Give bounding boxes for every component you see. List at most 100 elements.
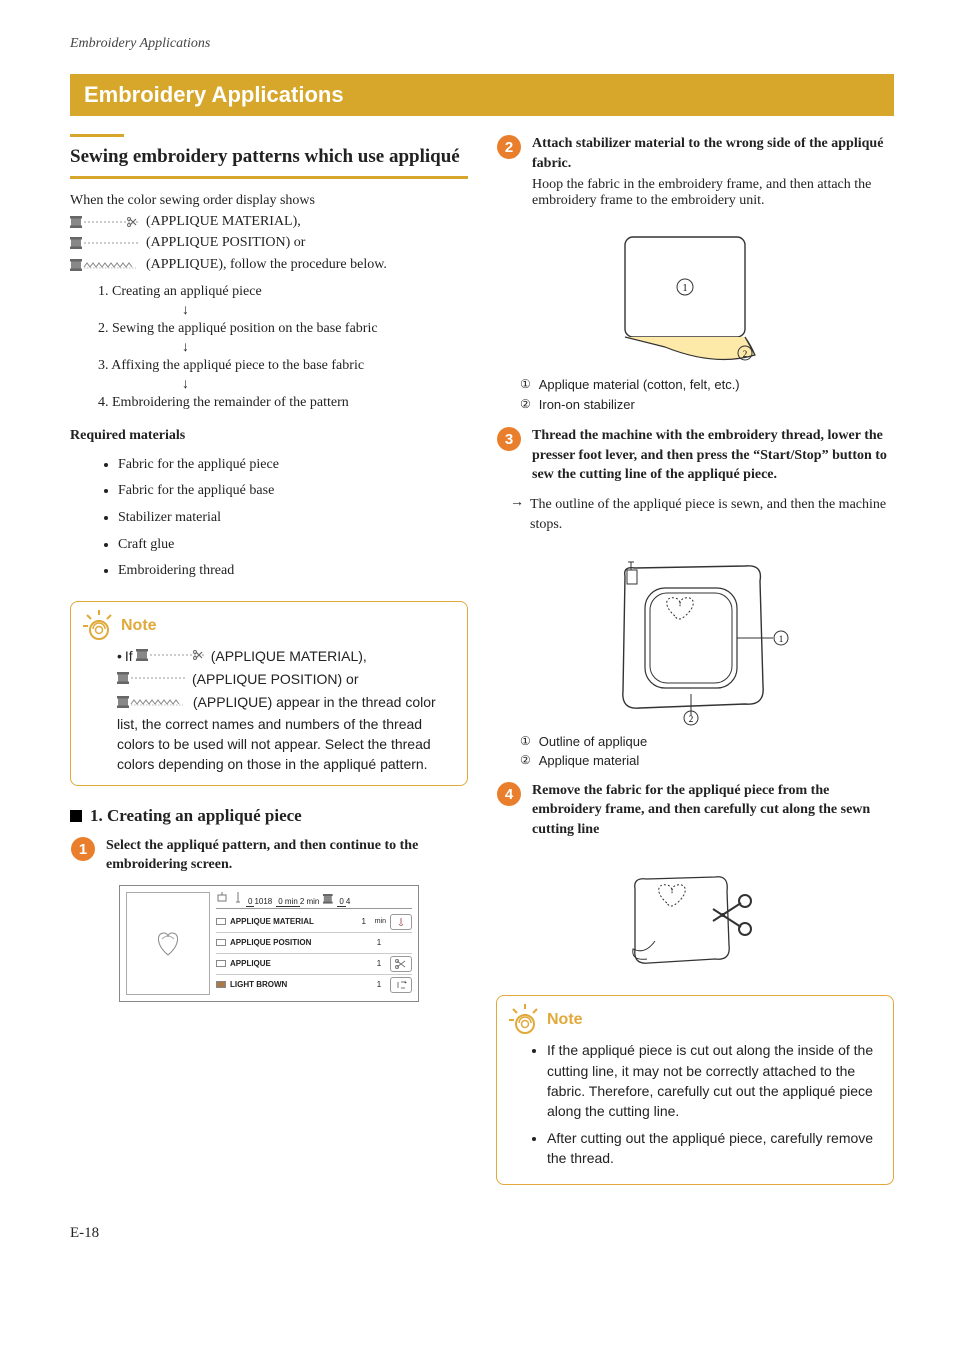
svg-text:1: 1 [683, 283, 688, 294]
thread-row: APPLIQUE MATERIAL 1 min [216, 912, 412, 933]
spool-dashed-scissor-icon [70, 216, 142, 228]
figure-legend: ① Outline of applique ② Applique material [520, 732, 894, 771]
line-applique-material: (APPLIQUE MATERIAL), [70, 212, 468, 232]
step-4-row: 4 Remove the fabric for the appliqué pie… [496, 781, 894, 840]
legend-num: ② [520, 395, 531, 415]
svg-text:2: 2 [743, 349, 748, 359]
status-bar: 01018 0 min2 min 04 [216, 892, 412, 909]
result-arrow-icon: → [510, 495, 524, 536]
thread-panel: 01018 0 min2 min 04 APPLIQUE MATERIAL 1 … [216, 892, 412, 995]
legend-text: Outline of applique [539, 732, 647, 752]
svg-text:3: 3 [505, 431, 513, 448]
thread-row: APPLIQUE 1 [216, 954, 412, 975]
square-bullet-icon [70, 810, 82, 822]
col-tot: 4 [346, 897, 350, 906]
spool-dashed-scissor-icon [136, 646, 208, 666]
bullet-dot: • [117, 646, 122, 666]
procedure-list: 1. Creating an appliqué piece ↓ 2. Sewin… [98, 281, 468, 414]
note-bulb-icon [83, 610, 115, 642]
note-box-2: Note If the appliqué piece is cut out al… [496, 995, 894, 1185]
materials-list: Fabric for the appliqué piece Fabric for… [118, 452, 468, 585]
proc-step-4: 4. Embroidering the remainder of the pat… [98, 392, 468, 414]
spool-small-icon [323, 894, 333, 906]
step-2-text: Attach stabilizer material to the wrong … [532, 134, 894, 173]
line-applique: (APPLIQUE), follow the procedure below. [70, 255, 468, 275]
note-box-1: Note • If (APPLIQUE MATERIAL), (APPLIQUE… [70, 601, 468, 786]
thread-name: APPLIQUE POSITION [230, 939, 368, 947]
right-column: 2 Attach stabilizer material to the wron… [496, 134, 894, 1185]
swatch-icon [216, 960, 226, 967]
embroidery-screen: 01018 0 min2 min 04 APPLIQUE MATERIAL 1 … [119, 885, 419, 1002]
note-label: Note [121, 617, 157, 635]
swatch-icon [216, 918, 226, 925]
step-badge-1-icon: 1 [70, 836, 96, 862]
col-cur: 0 [337, 897, 345, 907]
down-arrow-icon: ↓ [98, 377, 468, 392]
step-badge-2-icon: 2 [496, 134, 522, 160]
thread-row: APPLIQUE POSITION 1 [216, 933, 412, 954]
text: (APPLIQUE MATERIAL), [146, 212, 301, 232]
text: If [125, 646, 133, 666]
thread-name: LIGHT BROWN [230, 981, 368, 989]
svg-text:+: + [404, 980, 407, 986]
hoop-outline-figure: 1 2 [496, 546, 894, 726]
step-1-row: 1 Select the appliqué pattern, and then … [70, 836, 468, 875]
section-title-block: Sewing embroidery patterns which use app… [70, 134, 468, 179]
subsection-title: 1. Creating an appliqué piece [90, 806, 302, 826]
legend-num: ② [520, 751, 531, 771]
note-label: Note [547, 1011, 583, 1029]
swatch-icon [216, 939, 226, 946]
step-3-result: → The outline of the appliqué piece is s… [510, 495, 894, 536]
legend-num: ① [520, 375, 531, 395]
spool-dashed-icon [70, 237, 142, 249]
swatch-icon [216, 981, 226, 988]
left-column: Sewing embroidery patterns which use app… [70, 134, 468, 1185]
list-item: Stabilizer material [118, 505, 468, 532]
down-arrow-icon: ↓ [98, 303, 468, 318]
thread-row: LIGHT BROWN 1 + [216, 975, 412, 995]
ribbon-title: Embroidery Applications [70, 74, 894, 116]
thread-count: 1 [372, 980, 386, 989]
time-cur: 0 min [276, 897, 300, 907]
spacer [390, 935, 412, 951]
cutting-figure [496, 849, 894, 979]
svg-text:4: 4 [505, 786, 514, 803]
step-2-sub: Hoop the fabric in the embroidery frame,… [532, 177, 894, 209]
adjust-button[interactable]: + [390, 977, 412, 993]
subsection-heading: 1. Creating an appliqué piece [70, 806, 468, 826]
note-bullet: If the appliqué piece is cut out along t… [547, 1040, 881, 1121]
section-ribbon: Embroidery Applications [70, 74, 894, 116]
spool-zigzag-icon [117, 695, 189, 711]
note-bullet: After cutting out the appliqué piece, ca… [547, 1128, 881, 1169]
step-2-row: 2 Attach stabilizer material to the wron… [496, 134, 894, 209]
running-header: Embroidery Applications [70, 36, 894, 52]
fabric-layers-figure: 1 2 [496, 219, 894, 369]
thread-count: 1 [372, 938, 386, 947]
down-arrow-icon: ↓ [98, 340, 468, 355]
screen-figure: 01018 0 min2 min 04 APPLIQUE MATERIAL 1 … [70, 885, 468, 1002]
svg-text:1: 1 [779, 634, 784, 644]
thread-count: 1 [372, 959, 386, 968]
preview-pane [126, 892, 210, 995]
legend-num: ① [520, 732, 531, 752]
needle-icon [234, 892, 242, 906]
section-title: Sewing embroidery patterns which use app… [70, 144, 468, 170]
thread-name: APPLIQUE [230, 960, 368, 968]
step-badge-4-icon: 4 [496, 781, 522, 807]
presser-foot-icon [216, 892, 230, 906]
figure-legend: ①Applique material (cotton, felt, etc.) … [520, 375, 894, 414]
result-text: The outline of the appliqué piece is sew… [530, 495, 894, 536]
step-1-text: Select the appliqué pattern, and then co… [106, 836, 468, 875]
text: (APPLIQUE POSITION) or [146, 233, 305, 253]
proc-step-2: 2. Sewing the appliqué position on the b… [98, 318, 468, 340]
stitch-tot: 1018 [254, 897, 272, 906]
needle-button[interactable] [390, 914, 412, 930]
note-bulb-icon [509, 1004, 541, 1036]
legend-text: Iron-on stabilizer [539, 395, 635, 415]
legend-text: Applique material [539, 751, 639, 771]
scissors-button[interactable] [390, 956, 412, 972]
text: (APPLIQUE), follow the procedure below. [146, 255, 387, 275]
step-3-text: Thread the machine with the embroidery t… [532, 426, 894, 485]
thread-name: APPLIQUE MATERIAL [230, 918, 353, 926]
text: (APPLIQUE POSITION) or [192, 669, 358, 689]
